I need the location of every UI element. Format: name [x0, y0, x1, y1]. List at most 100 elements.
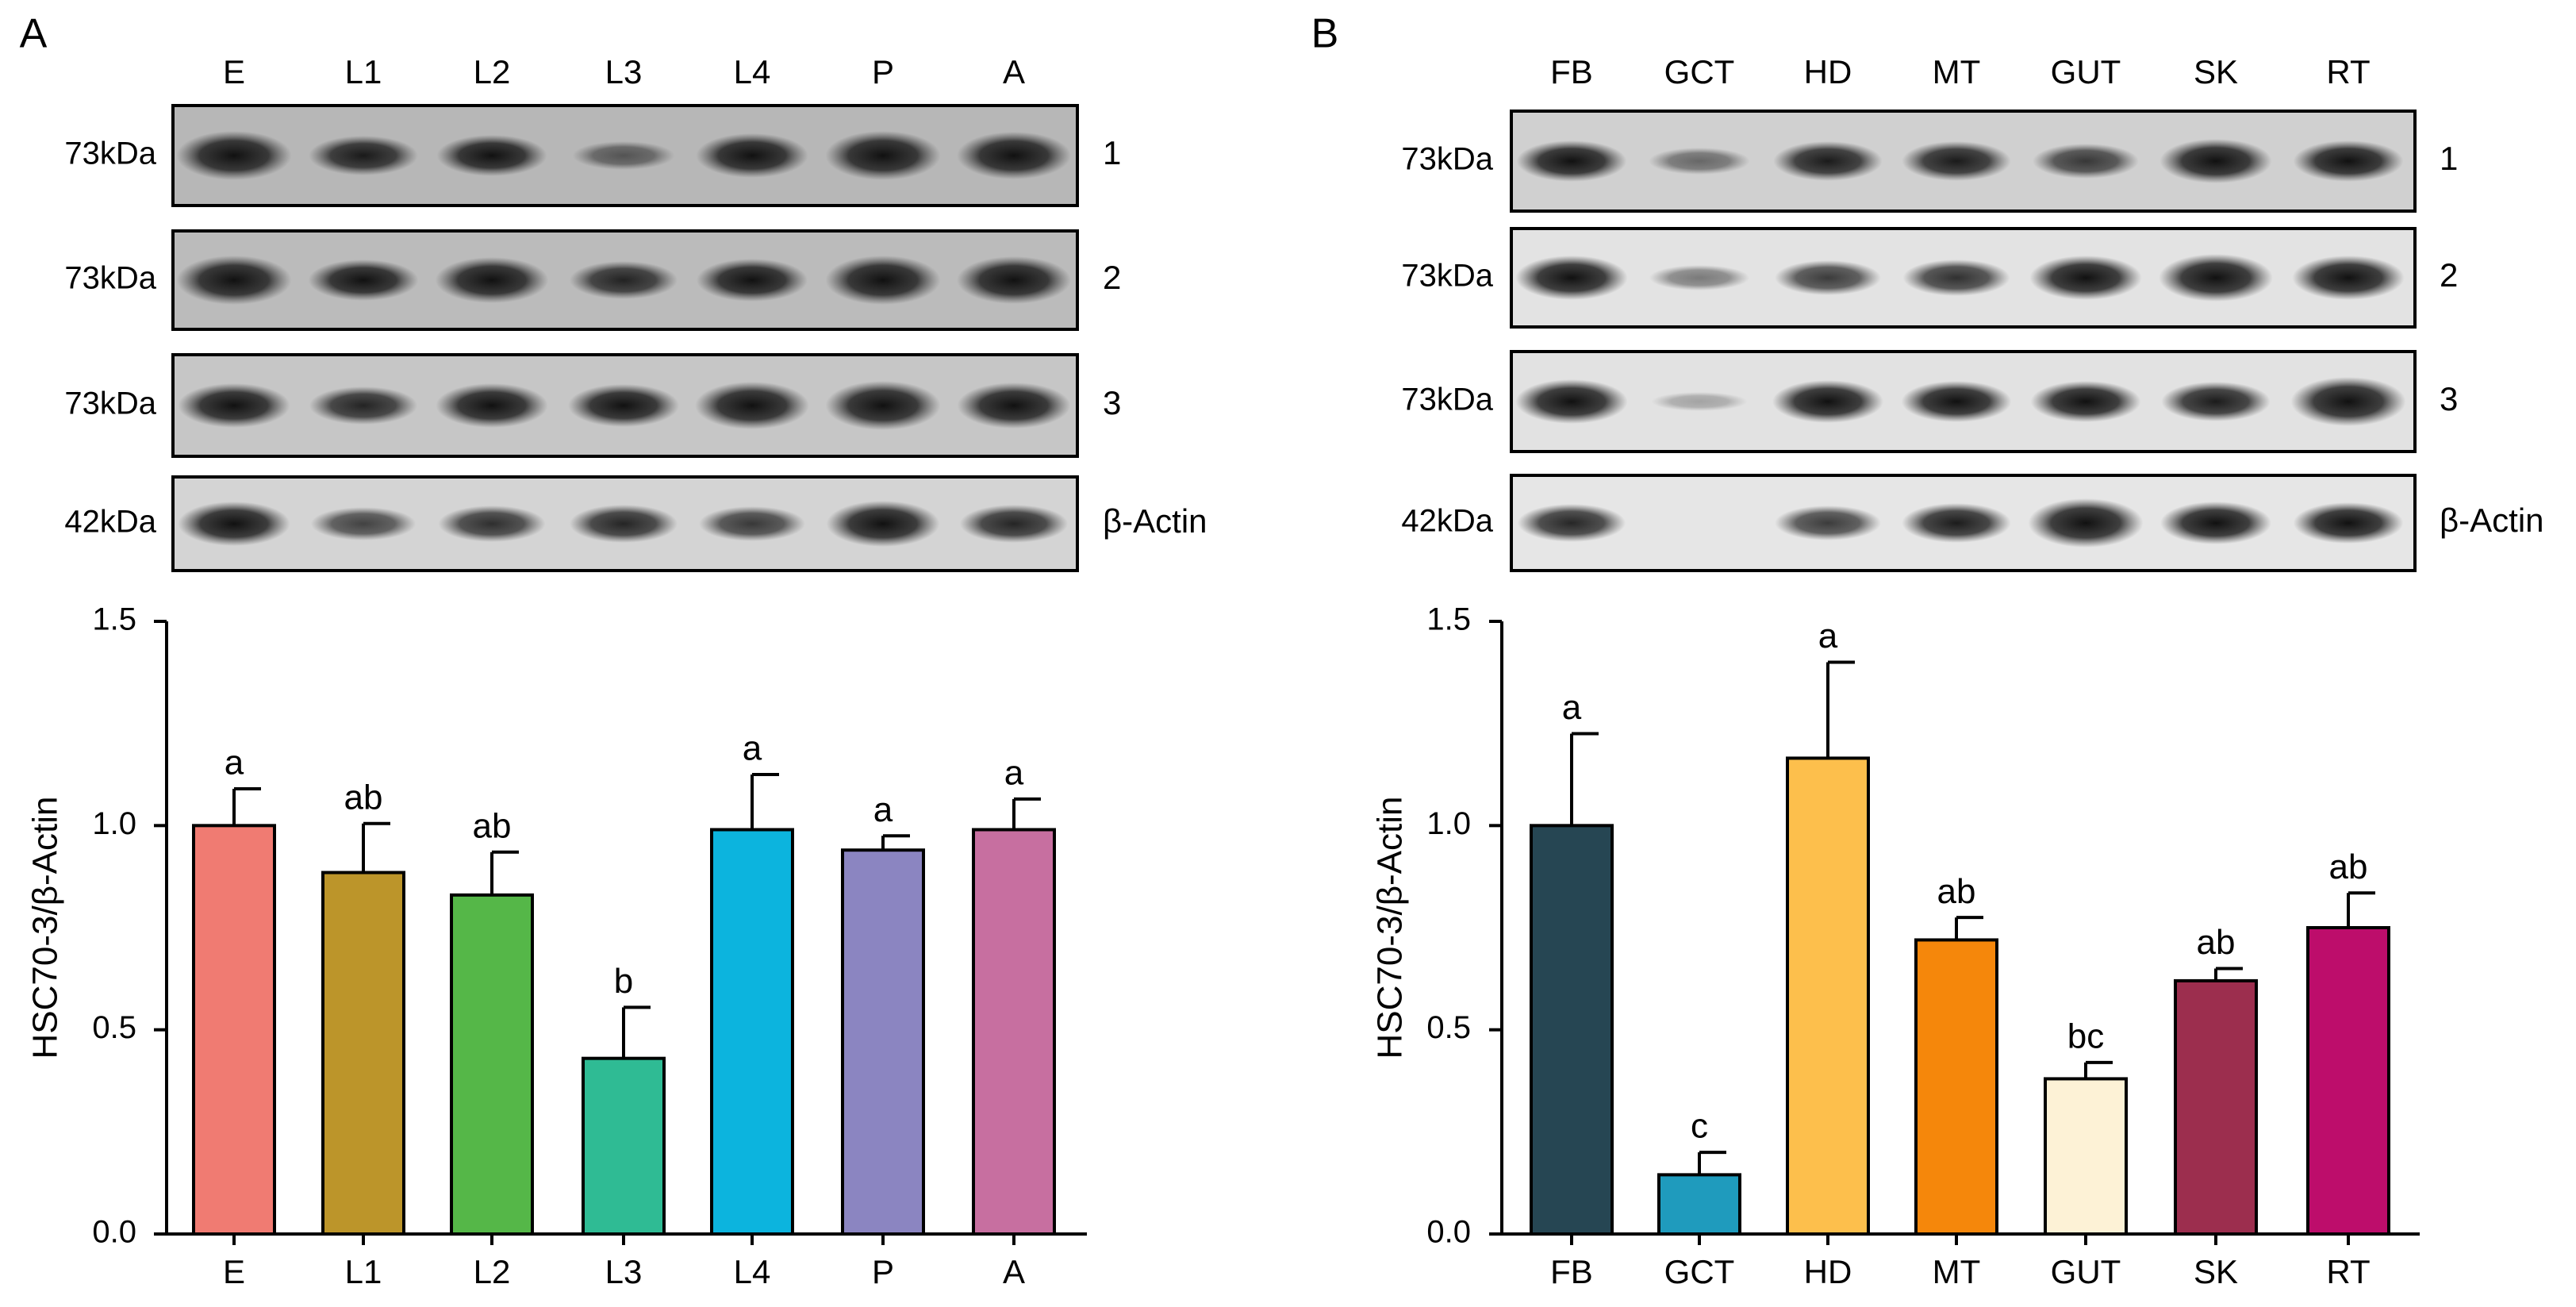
bar [1657, 1173, 1741, 1236]
blot-band [695, 382, 809, 429]
blot-band [2160, 502, 2271, 544]
blot-band [1775, 506, 1881, 540]
blot-band [1775, 260, 1881, 295]
significance-label: ab [473, 806, 512, 845]
lane-label: L3 [605, 53, 643, 90]
y-tick-label: 0.5 [92, 1010, 136, 1045]
y-tick-label: 1.5 [92, 602, 136, 637]
blot-band [957, 132, 1071, 179]
blot-band [2029, 256, 2142, 300]
blot-band [572, 141, 675, 170]
blot-band [2293, 140, 2404, 182]
lane-label: L4 [734, 53, 771, 90]
size-marker: 42kDa [1401, 504, 1493, 539]
lane-label: GUT [2051, 53, 2121, 90]
bar [1530, 824, 1614, 1236]
blot-strip [1510, 474, 2417, 572]
significance-label: a [743, 729, 762, 768]
blot-label: 3 [2440, 380, 2458, 417]
panel-b: B FB GCT HD MT GUT SK RT 73kDa 1 73kDa 2 73kDa 3 42kDa… [1311, 11, 2544, 1290]
lane-label: HD [1804, 53, 1852, 90]
significance-label: a [1818, 617, 1838, 655]
blot-band [178, 383, 290, 428]
y-tick-label: 1.0 [92, 806, 136, 841]
x-tick-label: L3 [605, 1253, 643, 1290]
lane-label: SK [2194, 53, 2238, 90]
blot-band [1902, 503, 2011, 543]
size-marker: 42kDa [64, 505, 156, 540]
lane-label: RT [2326, 53, 2370, 90]
blot-strip [171, 475, 1079, 572]
blot-band [1772, 380, 1883, 423]
panel-letter: A [20, 11, 48, 57]
blot-strip [1510, 350, 2417, 453]
blot-band [1515, 256, 1628, 300]
blot-band [1901, 381, 2012, 422]
x-tick-label: P [872, 1253, 894, 1290]
blot-band [2161, 382, 2271, 421]
blot-band [699, 506, 805, 541]
bar-chart: 0.0 0.5 1.0 1.5 HSC70-3/β-Actin a Eab L1 ab L2 b L3… [26, 602, 1087, 1290]
bar [1914, 938, 1998, 1236]
blot-band [959, 505, 1069, 543]
blot-band [569, 261, 678, 299]
blot-band [435, 257, 549, 303]
size-marker: 73kDa [1401, 382, 1493, 417]
bar [450, 893, 534, 1236]
lane-label: E [223, 53, 245, 90]
x-tick-label: HD [1804, 1253, 1852, 1290]
significance-label: ab [344, 778, 383, 817]
blot-strip [1510, 227, 2417, 329]
y-axis-label: HSC70-3/β-Actin [1371, 797, 1410, 1059]
blot-band [1516, 140, 1627, 182]
significance-label: a [225, 744, 244, 782]
x-tick-label: L4 [734, 1253, 771, 1290]
bar [321, 871, 405, 1236]
blot-band [825, 131, 941, 180]
blot-band [1517, 504, 1626, 542]
blot-band [176, 256, 292, 305]
lane-label: L2 [474, 53, 511, 90]
lane-label: P [872, 53, 894, 90]
bar [972, 828, 1056, 1236]
blot-label: β-Actin [2440, 502, 2544, 539]
bar [2174, 978, 2258, 1236]
blot-band [2033, 144, 2139, 179]
x-tick-label: GUT [2051, 1253, 2121, 1290]
bar-chart: 0.0 0.5 1.0 1.5 HSC70-3/β-Actin a FB c GCT a HD ab M… [1371, 602, 2420, 1290]
blot-band [178, 502, 290, 546]
blot-band [1649, 148, 1750, 175]
y-tick-label: 0.0 [1426, 1215, 1471, 1250]
blot-band [569, 505, 678, 543]
blot-band [2028, 498, 2144, 548]
size-marker: 73kDa [64, 136, 156, 171]
size-marker: 73kDa [1401, 259, 1493, 294]
lane-label: MT [1933, 53, 1981, 90]
significance-label: a [1004, 754, 1024, 793]
x-tick-label: GCT [1664, 1253, 1735, 1290]
significance-label: ab [2197, 923, 2236, 962]
bar [192, 824, 276, 1236]
y-tick-label: 0.0 [92, 1215, 136, 1250]
blot-band [2293, 502, 2404, 544]
blot-strip [171, 104, 1079, 207]
lane-label: GCT [1664, 53, 1735, 90]
blot-band [2159, 254, 2273, 302]
blot-strip [171, 229, 1079, 331]
x-tick-label: SK [2194, 1253, 2238, 1290]
lane-label: FB [1550, 53, 1593, 90]
bar [1786, 756, 1870, 1236]
significance-label: a [1562, 688, 1582, 727]
blot-label: 1 [2440, 140, 2458, 177]
blot-band [436, 135, 547, 176]
blot-band [825, 256, 941, 305]
x-tick-label: L2 [474, 1253, 511, 1290]
x-tick-label: RT [2326, 1253, 2370, 1290]
significance-label: b [614, 962, 633, 1001]
blot-band [957, 256, 1071, 304]
blot-label: 2 [1103, 259, 1121, 296]
blot-band [1773, 141, 1883, 181]
x-tick-label: FB [1550, 1253, 1593, 1290]
blot-band [568, 384, 679, 427]
